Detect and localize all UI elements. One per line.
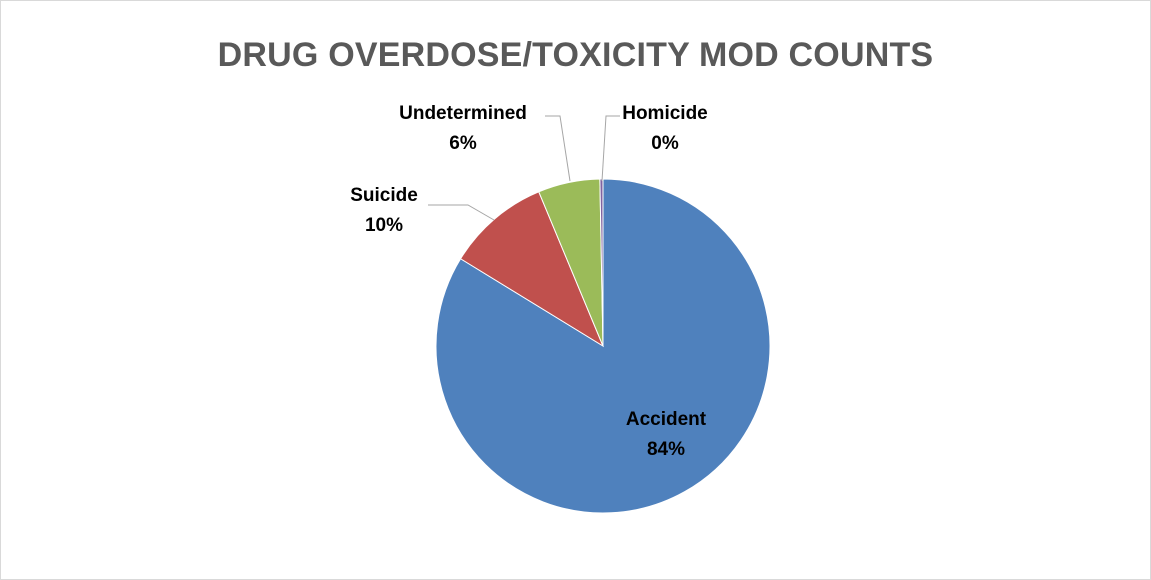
slice-percent-suicide: 10%	[365, 215, 403, 236]
slice-label-suicide: Suicide	[350, 185, 418, 206]
leader-line-suicide	[428, 204, 495, 221]
leader-line-undetermined	[545, 115, 571, 182]
leader-line-homicide	[601, 115, 620, 182]
leader-lines	[428, 115, 620, 221]
pie-slice-homicide	[599, 178, 604, 347]
slice-percent-homicide: 0%	[651, 133, 679, 154]
chart-title: DRUG OVERDOSE/TOXICITY MOD COUNTS	[217, 36, 934, 74]
slice-percent-accident: 84%	[647, 439, 685, 460]
pie-slices	[435, 178, 771, 514]
data-labels: Accident 84% Suicide 10% Undetermined 6% Homic…	[350, 103, 708, 460]
pie-slice-suicide	[459, 191, 605, 348]
slice-label-accident: Accident	[626, 409, 707, 430]
slice-label-homicide: Homicide	[622, 103, 708, 124]
slice-percent-undetermined: 6%	[449, 133, 477, 154]
slice-label-undetermined: Undetermined	[399, 103, 527, 124]
